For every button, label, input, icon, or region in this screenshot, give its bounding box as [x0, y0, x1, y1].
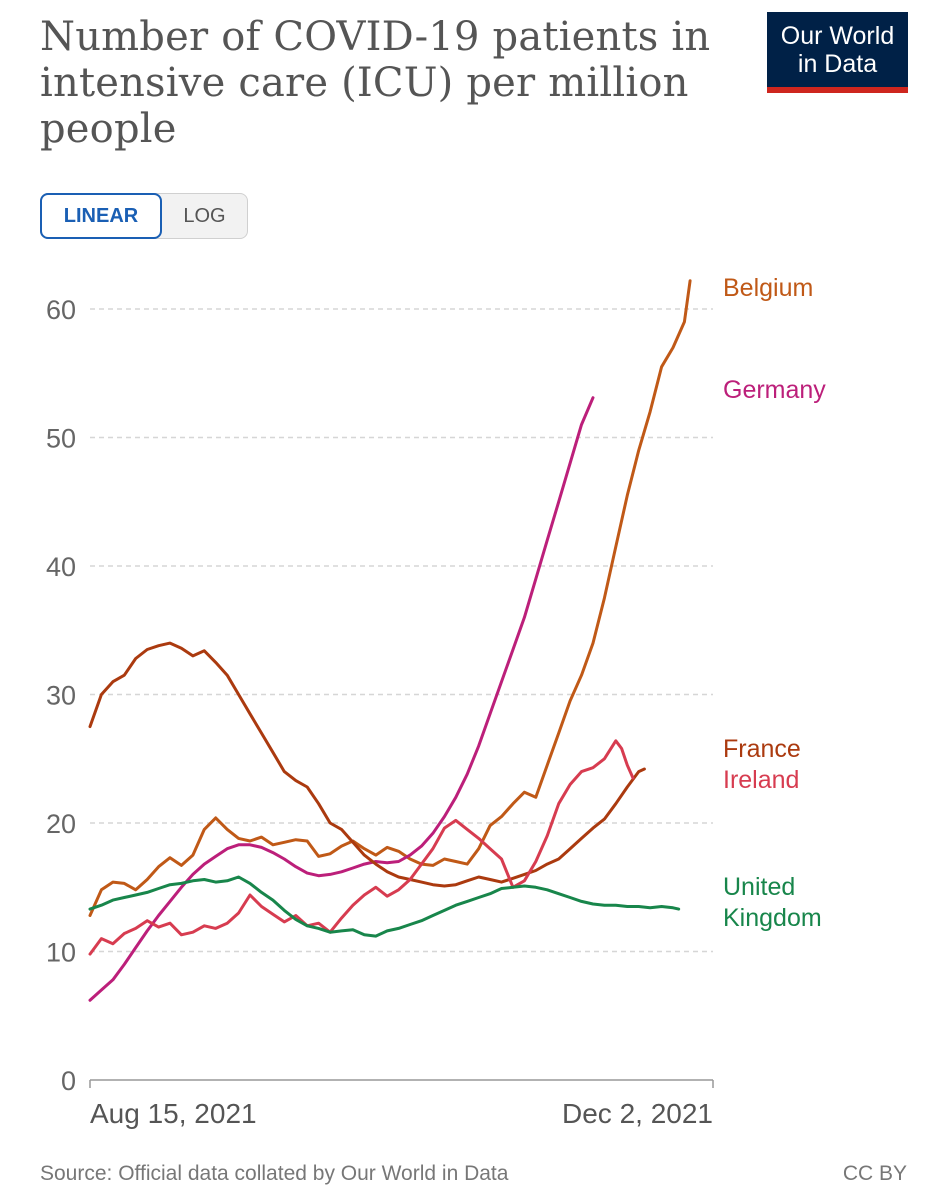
line-chart: 0 10 20 30 40 50 60 Aug 15, 2021 Dec 2, 2021 Belg…	[46, 274, 826, 1129]
y-tick-label: 60	[46, 295, 76, 325]
log-scale-button[interactable]: LOG	[183, 204, 226, 227]
series-label-line: United	[723, 873, 795, 901]
series-label-belgium: Belgium	[723, 274, 813, 302]
scale-toggle: LINEAR LOG	[40, 193, 248, 239]
series-label-united-kingdom: United Kingdom	[723, 873, 822, 932]
owid-logo[interactable]: Our World in Data	[767, 12, 908, 93]
x-tick-label-end: Dec 2, 2021	[562, 1098, 713, 1129]
source-note[interactable]: Source: Official data collated by Our Wo…	[40, 1162, 509, 1185]
logo-line-2: in Data	[797, 50, 878, 78]
series-line-belgium	[88, 279, 692, 917]
linear-scale-button[interactable]: LINEAR	[40, 193, 162, 239]
series-label-ireland: Ireland	[723, 766, 799, 794]
y-tick-label: 0	[61, 1066, 76, 1096]
series-label-france: France	[723, 735, 801, 763]
series-label-line: Belgium	[723, 274, 813, 302]
y-tick-label: 10	[46, 938, 76, 968]
chart-title: Number of COVID-19 patients in intensive…	[40, 14, 711, 152]
series-label-line: Germany	[723, 376, 826, 404]
y-tick-label: 50	[46, 424, 76, 454]
y-tick-label: 40	[46, 552, 76, 582]
x-tick-label-start: Aug 15, 2021	[90, 1098, 257, 1129]
series-line-ireland	[88, 739, 635, 956]
series-line-germany	[88, 396, 595, 1002]
license-link[interactable]: CC BY	[842, 1162, 907, 1185]
series-label-line: Kingdom	[723, 904, 822, 932]
series-label-line: France	[723, 735, 801, 763]
logo-line-1: Our World	[780, 22, 895, 50]
series-line-france	[88, 641, 646, 888]
series-label-line: Ireland	[723, 766, 799, 794]
y-tick-label: 30	[46, 681, 76, 711]
logo-accent-bar	[767, 87, 908, 93]
series-line-united-kingdom	[88, 875, 681, 938]
y-tick-label: 20	[46, 809, 76, 839]
series-label-germany: Germany	[723, 376, 826, 404]
